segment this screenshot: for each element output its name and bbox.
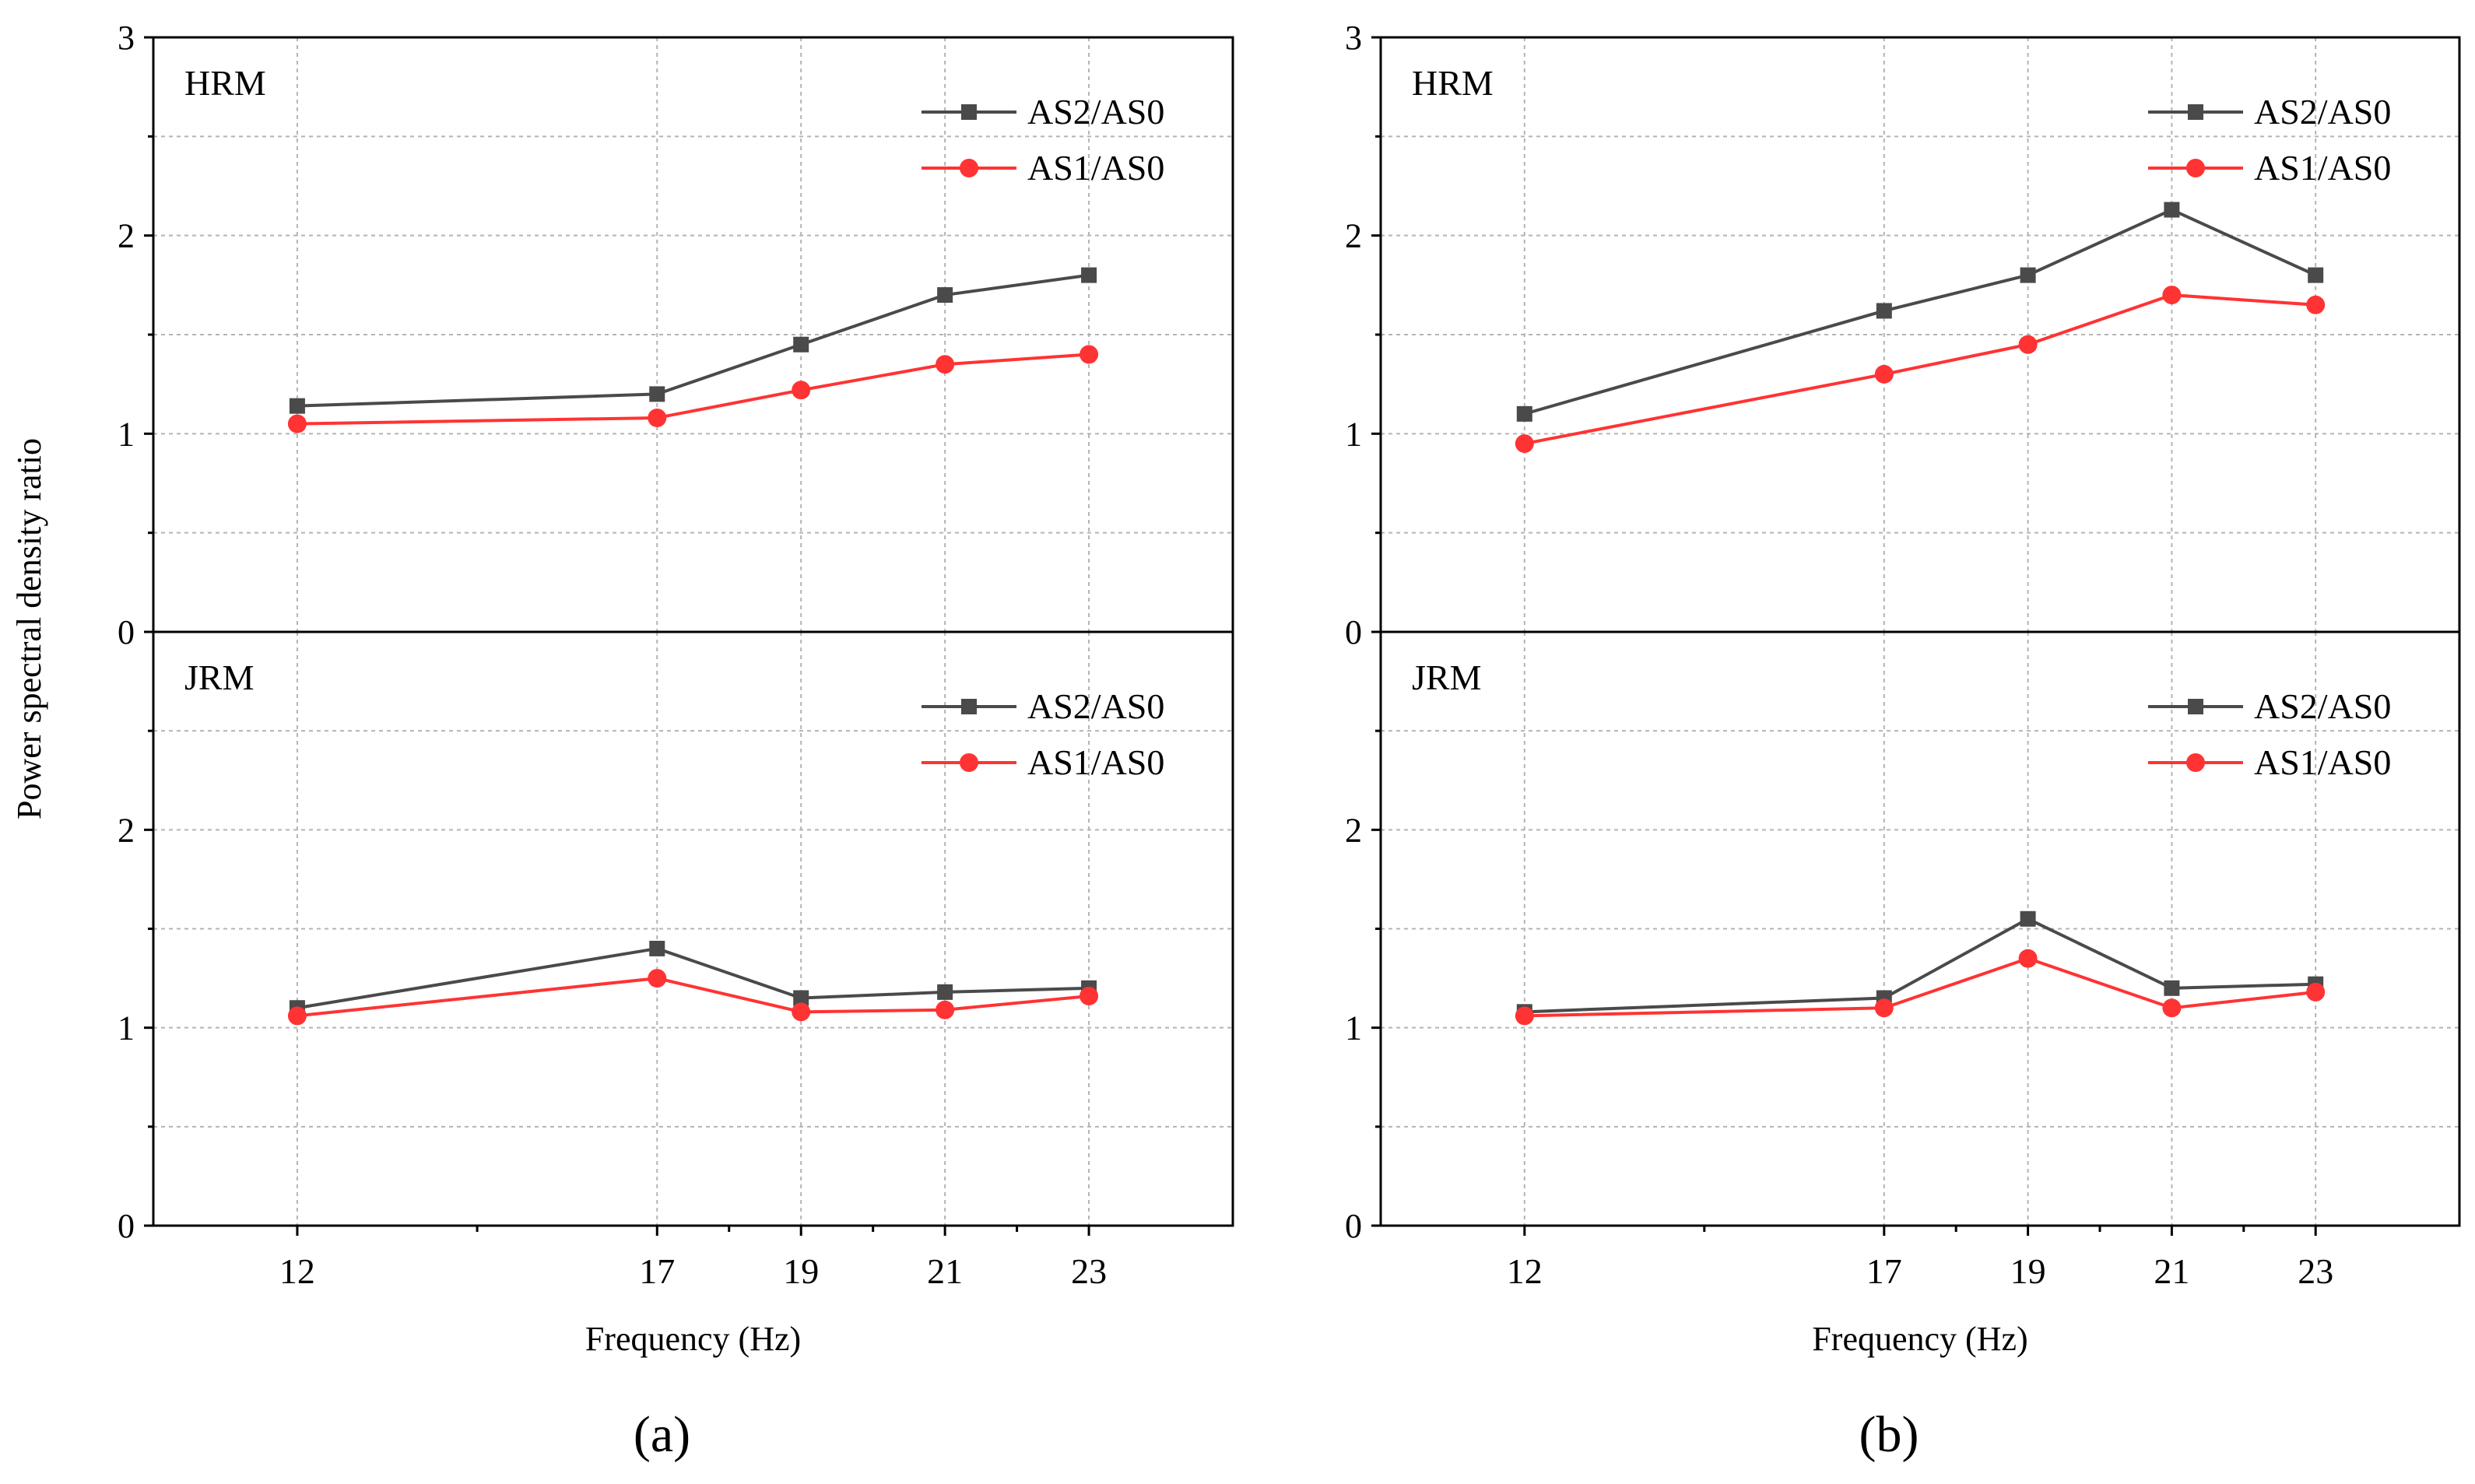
subplot-hrm: 0 1 2 3 HRM AS2/AS0 AS1/AS0 xyxy=(1345,19,2461,651)
legend-label: AS1/AS0 xyxy=(2254,742,2391,782)
series-line xyxy=(297,946,1090,1010)
series-line xyxy=(1524,293,2316,446)
legend-marker xyxy=(2188,104,2203,120)
data-point xyxy=(287,1006,307,1026)
data-point xyxy=(648,408,667,427)
subplot-hrm: 0 1 2 3 HRM AS2/AS0 AS1/AS0 xyxy=(118,19,1234,651)
x-tick-label: 17 xyxy=(1866,1251,1902,1291)
y-tick-label: 2 xyxy=(1345,811,1362,849)
data-point xyxy=(1876,303,1892,319)
legend-marker xyxy=(961,699,977,714)
data-point xyxy=(1080,986,1099,1005)
y-tick-label: 1 xyxy=(118,415,135,453)
legend-marker xyxy=(2188,699,2203,714)
data-point xyxy=(2018,949,2038,968)
data-point xyxy=(649,940,665,956)
data-point xyxy=(2306,982,2326,1002)
y-tick-label: 2 xyxy=(118,811,135,849)
series-line xyxy=(297,977,1090,1018)
y-tick-label: 3 xyxy=(1345,19,1362,57)
subplot-jrm: 0 1 2 JRM AS2/AS0 AS1/AS0 xyxy=(1345,630,2461,1245)
data-point xyxy=(2164,980,2180,996)
legend-marker xyxy=(961,104,977,120)
data-point xyxy=(1515,1006,1534,1026)
series-line xyxy=(1524,917,2316,1014)
data-point xyxy=(2020,267,2036,283)
x-tick-label: 12 xyxy=(1507,1251,1543,1291)
y-tick-label: 0 xyxy=(1345,1207,1362,1245)
data-point xyxy=(2164,202,2180,218)
x-tick-label: 19 xyxy=(783,1251,819,1291)
data-point xyxy=(1874,998,1894,1018)
data-point xyxy=(2308,267,2324,283)
x-tick-label: 21 xyxy=(2154,1251,2189,1291)
y-tick-label: 1 xyxy=(118,1009,135,1047)
y-tick-label: 2 xyxy=(118,217,135,255)
data-point xyxy=(936,355,955,374)
data-point xyxy=(287,414,307,433)
series-line xyxy=(297,353,1090,426)
x-tick-label: 17 xyxy=(639,1251,675,1291)
data-point xyxy=(289,398,305,414)
data-point xyxy=(1080,345,1099,364)
data-point xyxy=(2162,286,2182,305)
data-point xyxy=(648,969,667,988)
data-point xyxy=(937,984,953,1000)
data-point xyxy=(1874,364,1894,384)
y-tick-label: 1 xyxy=(1345,415,1362,453)
subplot-title: JRM xyxy=(1412,658,1481,697)
legend-label: AS1/AS0 xyxy=(1027,742,1164,782)
panel-a: 0123HRMAS2/AS0AS1/AS0012JRMAS2/AS0AS1/AS… xyxy=(118,19,1234,1463)
legend-label: AS2/AS0 xyxy=(2254,92,2391,132)
x-axis-label: Frequency (Hz) xyxy=(585,1320,801,1358)
legend-label: AS1/AS0 xyxy=(1027,148,1164,188)
data-point xyxy=(793,990,809,1006)
legend-label: AS2/AS0 xyxy=(2254,686,2391,726)
panel-b: 0123HRMAS2/AS0AS1/AS0012JRMAS2/AS0AS1/AS… xyxy=(1345,19,2461,1463)
y-tick-label: 0 xyxy=(118,613,135,651)
x-tick-label: 21 xyxy=(927,1251,963,1291)
legend-label: AS1/AS0 xyxy=(2254,148,2391,188)
legend-label: AS2/AS0 xyxy=(1027,92,1164,132)
x-tick-label: 23 xyxy=(2298,1251,2333,1291)
subplot-title: HRM xyxy=(1412,63,1494,103)
data-point xyxy=(2162,998,2182,1018)
subplot-title: JRM xyxy=(184,658,254,697)
legend-marker xyxy=(960,159,978,177)
panel-label: (b) xyxy=(1859,1406,1919,1463)
data-point xyxy=(2018,335,2038,354)
data-point xyxy=(792,381,811,400)
data-point xyxy=(2020,910,2036,927)
legend-marker xyxy=(2186,753,2205,772)
subplot-title: HRM xyxy=(184,63,266,103)
x-tick-label: 12 xyxy=(279,1251,315,1291)
y-axis-label: Power spectral density ratio xyxy=(10,438,48,819)
data-point xyxy=(1516,405,1532,422)
series-line xyxy=(1524,208,2317,416)
y-tick-label: 2 xyxy=(1345,217,1362,255)
y-tick-label: 3 xyxy=(118,19,135,57)
data-point xyxy=(1081,267,1097,283)
x-tick-label: 19 xyxy=(2010,1251,2046,1291)
data-point xyxy=(1515,434,1534,454)
series-line xyxy=(297,273,1090,408)
data-point xyxy=(792,1002,811,1022)
data-point xyxy=(2306,295,2326,314)
y-tick-label: 0 xyxy=(118,1207,135,1245)
x-tick-label: 23 xyxy=(1071,1251,1107,1291)
legend-marker xyxy=(960,753,978,772)
legend-marker xyxy=(2186,159,2205,177)
data-point xyxy=(649,386,665,402)
subplot-jrm: 0 1 2 JRM AS2/AS0 AS1/AS0 xyxy=(118,630,1234,1245)
data-point xyxy=(936,1000,955,1019)
y-tick-label: 1 xyxy=(1345,1009,1362,1047)
legend-label: AS2/AS0 xyxy=(1027,686,1164,726)
x-axis-label: Frequency (Hz) xyxy=(1812,1320,2027,1358)
data-point xyxy=(793,336,809,353)
data-point xyxy=(937,287,953,303)
panel-label: (a) xyxy=(634,1406,690,1463)
y-tick-label: 0 xyxy=(1345,613,1362,651)
